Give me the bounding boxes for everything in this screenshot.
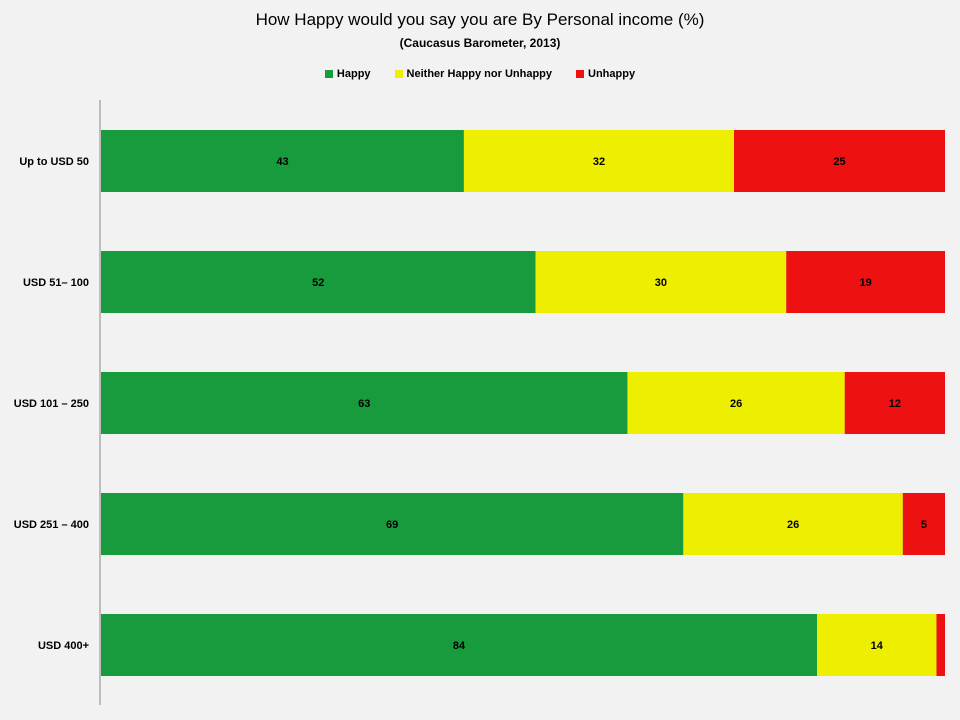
bar-segment bbox=[101, 130, 464, 192]
legend-label-neither: Neither Happy nor Unhappy bbox=[406, 68, 553, 80]
legend-item-unhappy: Unhappy bbox=[576, 68, 635, 80]
legend-swatch-happy bbox=[324, 70, 333, 78]
bar-segment bbox=[936, 614, 945, 676]
data-label: 26 bbox=[787, 519, 799, 531]
data-label: 52 bbox=[312, 277, 324, 289]
data-label: 12 bbox=[889, 398, 901, 410]
category-label: USD 51– 100 bbox=[23, 277, 89, 289]
category-label: Up to USD 50 bbox=[19, 156, 89, 168]
data-label: 25 bbox=[833, 156, 845, 168]
bar-segment bbox=[101, 493, 684, 555]
legend-swatch-neither bbox=[394, 70, 403, 78]
bar-segment bbox=[535, 251, 787, 313]
bar-segment bbox=[627, 372, 845, 434]
bar-segment bbox=[786, 251, 945, 313]
bar-segment bbox=[463, 130, 734, 192]
data-label: 84 bbox=[453, 640, 466, 652]
data-label: 5 bbox=[921, 519, 927, 531]
data-label: 14 bbox=[871, 640, 884, 652]
legend-swatch-unhappy bbox=[576, 70, 585, 78]
chart-subtitle: (Caucasus Barometer, 2013) bbox=[399, 36, 561, 50]
bar-segment bbox=[101, 372, 628, 434]
bar-segment bbox=[101, 251, 536, 313]
data-label: 63 bbox=[358, 398, 370, 410]
data-label: 26 bbox=[730, 398, 742, 410]
category-label: USD 251 – 400 bbox=[14, 519, 89, 531]
bar-segment bbox=[844, 372, 945, 434]
legend: Happy Neither Happy nor Unhappy Unhappy bbox=[0, 68, 960, 80]
bar-segment bbox=[683, 493, 903, 555]
legend-item-happy: Happy bbox=[324, 68, 371, 80]
data-label: 32 bbox=[593, 156, 605, 168]
category-label: USD 101 – 250 bbox=[14, 398, 89, 410]
chart-title: How Happy would you say you are By Perso… bbox=[255, 10, 705, 29]
legend-label-unhappy: Unhappy bbox=[588, 68, 636, 80]
data-label: 69 bbox=[386, 519, 398, 531]
bar-segment bbox=[101, 614, 818, 676]
bar-segment bbox=[817, 614, 937, 676]
legend-label-happy: Happy bbox=[336, 68, 371, 80]
bar-segment bbox=[734, 130, 945, 192]
data-label: 19 bbox=[859, 277, 871, 289]
category-label: USD 400+ bbox=[38, 640, 89, 652]
data-label: 30 bbox=[655, 277, 667, 289]
bar-segment bbox=[902, 493, 945, 555]
legend-item-neither: Neither Happy nor Unhappy bbox=[394, 68, 553, 80]
data-label: 43 bbox=[276, 156, 288, 168]
